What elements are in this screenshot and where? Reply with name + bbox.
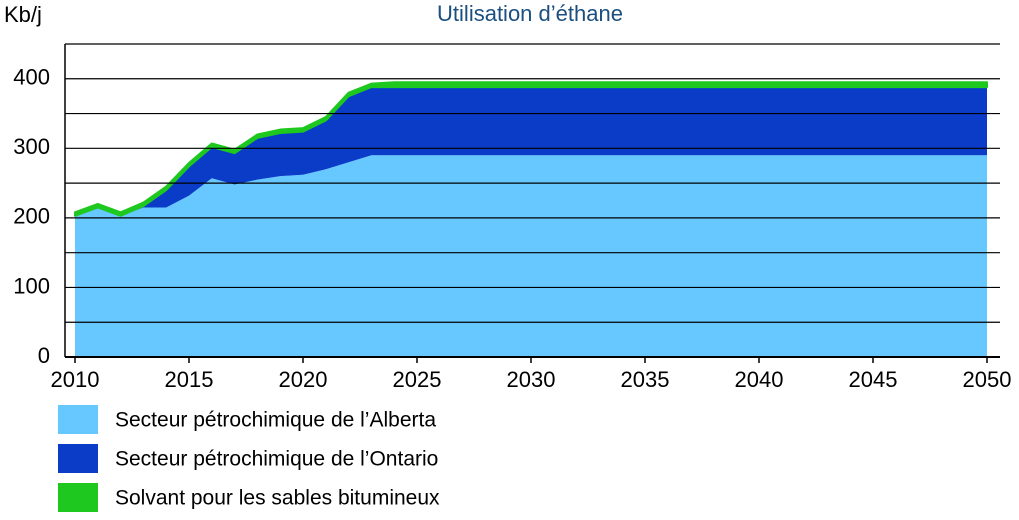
x-tick-label: 2015 <box>165 367 214 392</box>
area <box>74 81 988 217</box>
x-tick-label: 2025 <box>393 367 442 392</box>
legend-label: Secteur pétrochimique de l’Ontario <box>115 448 438 471</box>
x-tick-label: 2045 <box>849 367 898 392</box>
y-axis-label: Kb/j <box>4 2 42 27</box>
legend-label: Solvant pour les sables bitumineux <box>115 487 440 510</box>
x-tick-label: 2035 <box>621 367 670 392</box>
legend-swatch <box>58 483 98 512</box>
y-tick-label: 300 <box>13 134 50 159</box>
chart-title: Utilisation d’éthane <box>437 1 623 26</box>
x-tick-label: 2040 <box>735 367 784 392</box>
area <box>75 87 987 216</box>
x-tick-label: 2020 <box>279 367 328 392</box>
x-tick-label: 2030 <box>507 367 556 392</box>
y-tick-label: 200 <box>13 204 50 229</box>
legend-label: Secteur pétrochimique de l’Alberta <box>115 409 436 432</box>
x-tick-label: 2050 <box>963 367 1012 392</box>
y-tick-label: 100 <box>13 273 50 298</box>
area <box>75 155 987 357</box>
legend-swatch <box>58 405 98 434</box>
legend-swatch <box>58 444 98 473</box>
y-tick-label: 0 <box>38 343 50 368</box>
x-tick-label: 2010 <box>51 367 100 392</box>
y-tick-label: 400 <box>13 65 50 90</box>
